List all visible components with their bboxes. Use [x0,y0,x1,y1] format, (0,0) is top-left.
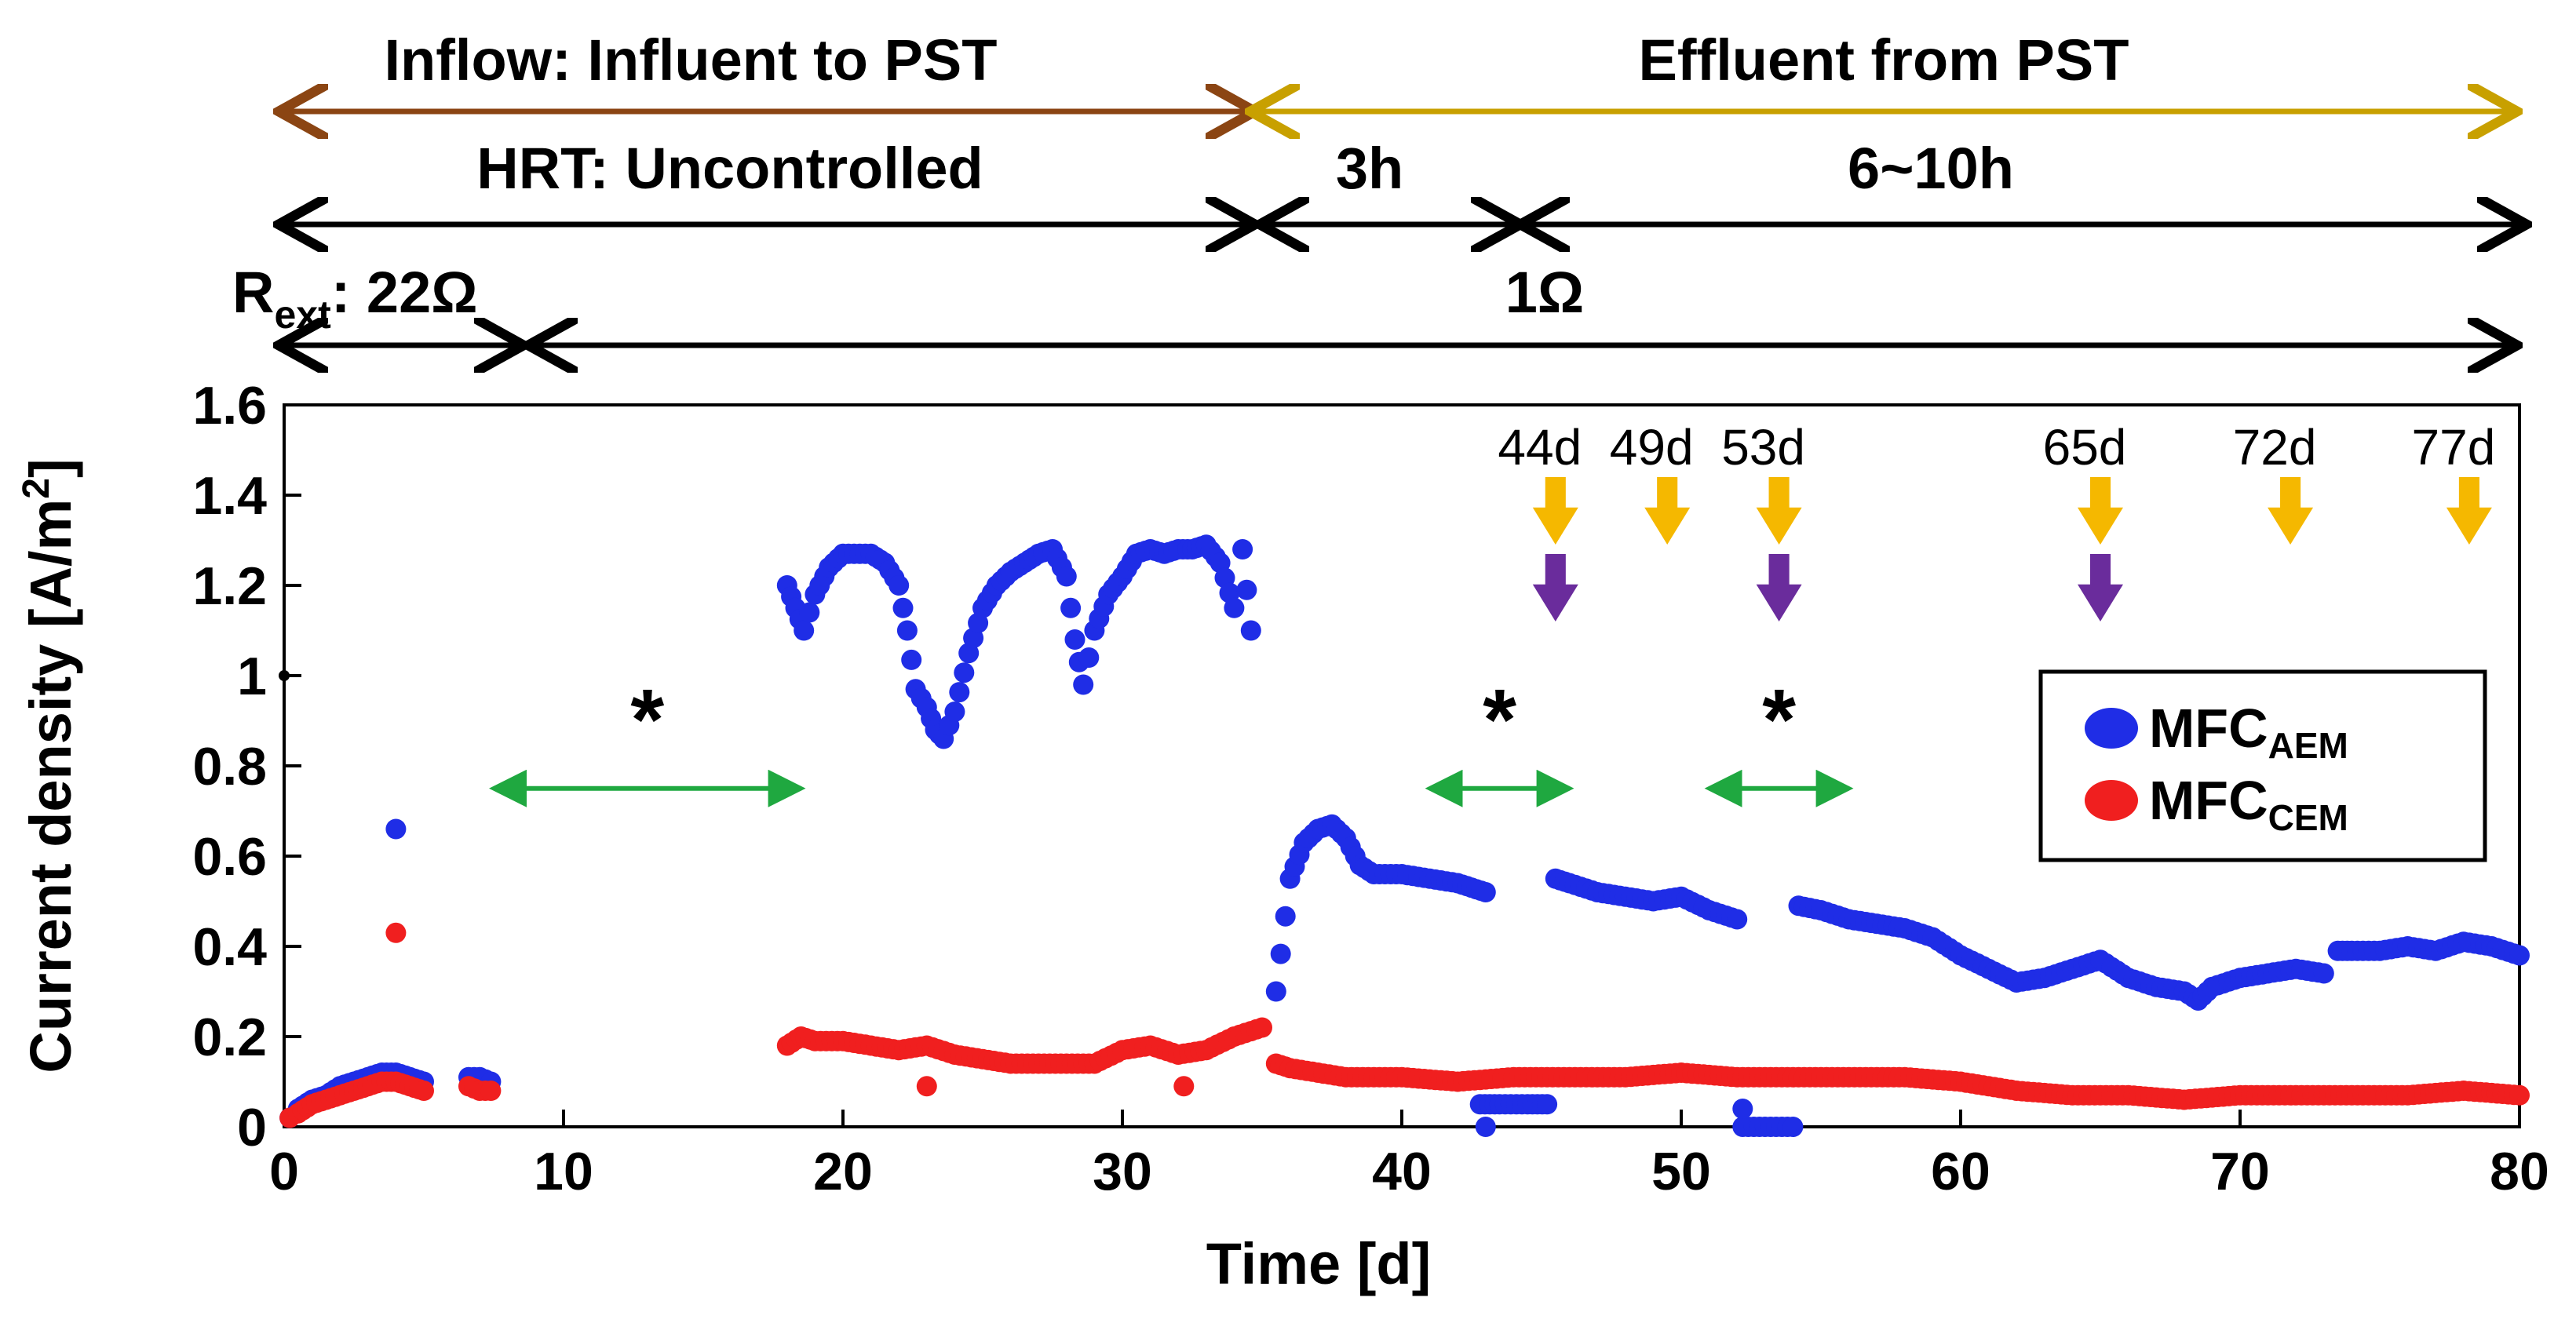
yellow-arrow-icon [2078,477,2123,545]
data-point [2509,1084,2530,1106]
axis-dot [279,670,290,681]
y-tick-label: 0.8 [192,737,267,796]
x-tick-label: 50 [1651,1142,1711,1201]
data-point [385,818,407,840]
x-axis: 0 10 20 30 40 50 60 70 80 [269,1110,2549,1201]
y-tick-label: 0.6 [192,827,267,887]
x-tick-label: 20 [813,1142,873,1201]
data-point [1232,539,1253,559]
data-point [1270,943,1291,964]
data-point [888,575,910,596]
y-tick-label: 0 [237,1098,267,1157]
day-marker-label: 72d [2233,419,2317,476]
y-tick-label: 1.4 [192,466,267,526]
data-point [1732,1099,1753,1119]
legend-marker-cem [2085,780,2138,821]
y-axis: 0 0.2 0.4 0.6 0.8 1 1.2 1.4 1.6 [192,376,301,1157]
data-point [901,649,922,670]
data-point [1173,1076,1195,1097]
legend-marker-aem [2085,708,2138,749]
legend-box [2038,669,2487,862]
y-tick-label: 1.6 [192,376,267,436]
series-mfc-cem [279,922,2530,1128]
day-marker-label: 44d [1498,419,1582,476]
data-point [949,682,970,703]
data-point [1475,1117,1496,1137]
hrt-6-10h-label: 6~10h [1848,136,2014,201]
significance-annotations: * * * [489,672,1854,807]
day-marker-label: 65d [2043,419,2127,476]
data-point [1240,620,1261,641]
data-point [944,702,965,722]
yellow-arrow-icon [2446,477,2492,545]
x-tick-label: 70 [2210,1142,2270,1201]
data-point [1060,597,1082,618]
inflow-label: Inflow: Influent to PST [385,27,998,93]
data-point [2509,945,2530,966]
y-tick-label: 1 [237,647,267,706]
day-markers: 44d 49d 53d 65d 72d 77d [1498,419,2495,621]
data-point [2313,963,2334,984]
phase-annotations: Inflow: Influent to PST Effluent from PS… [232,27,2521,345]
series-mfc-aem [279,534,2530,1137]
data-point [1073,674,1094,695]
legend: MFCAEM MFCCEM [2038,669,2487,862]
hrt-3h-label: 3h [1336,136,1403,201]
data-point [1224,597,1245,618]
data-point [1056,566,1077,587]
legend-label-aem: MFCAEM [2149,698,2348,766]
y-tick-label: 0.2 [192,1008,267,1067]
data-point [414,1081,434,1101]
x-axis-label: Time [d] [1206,1231,1431,1296]
y-tick-label: 0.4 [192,917,267,977]
yellow-arrow-icon [1532,477,1578,545]
data-point [1078,647,1100,668]
data-point [1236,579,1257,600]
data-point [1727,909,1748,930]
day-marker-label: 49d [1610,419,1694,476]
day-marker-label: 77d [2412,419,2496,476]
yellow-arrow-icon [2268,477,2314,545]
purple-arrow-icon [1532,554,1578,621]
data-point [1252,1017,1272,1038]
data-point [385,922,407,943]
x-tick-label: 80 [2490,1142,2549,1201]
data-point [896,620,918,641]
data-point [1782,1117,1804,1137]
data-point [1064,629,1085,650]
hrt-uncontrolled-label: HRT: Uncontrolled [476,136,983,201]
day-marker-label: 53d [1721,419,1805,476]
significance-star: * [1483,672,1516,768]
legend-label-cem: MFCCEM [2149,770,2348,838]
data-point [1475,882,1496,902]
data-point [892,597,914,618]
purple-arrow-icon [2078,554,2123,621]
yellow-arrow-icon [1644,477,1691,545]
data-point [480,1081,502,1101]
data-point [1265,981,1286,1002]
significance-star: * [630,672,664,768]
x-tick-label: 10 [534,1142,593,1201]
data-point [794,620,815,641]
effluent-label: Effluent from PST [1639,27,2129,93]
data-point [799,602,820,623]
purple-arrow-icon [1756,554,1802,621]
significance-star: * [1762,672,1796,768]
data-point [916,1076,937,1097]
x-tick-label: 30 [1093,1142,1152,1201]
x-tick-label: 60 [1931,1142,1990,1201]
rext-22-label: Rext: 22Ω [232,260,478,337]
x-tick-label: 40 [1372,1142,1432,1201]
x-tick-label: 0 [269,1142,299,1201]
y-axis-label: Current density [A/m2] [16,458,83,1073]
y-tick-label: 1.2 [192,556,267,616]
data-point [1275,906,1296,927]
data-point [954,662,975,683]
yellow-arrow-icon [1756,477,1802,545]
rext-1-label: 1Ω [1505,260,1585,325]
data-point [1537,1094,1558,1115]
